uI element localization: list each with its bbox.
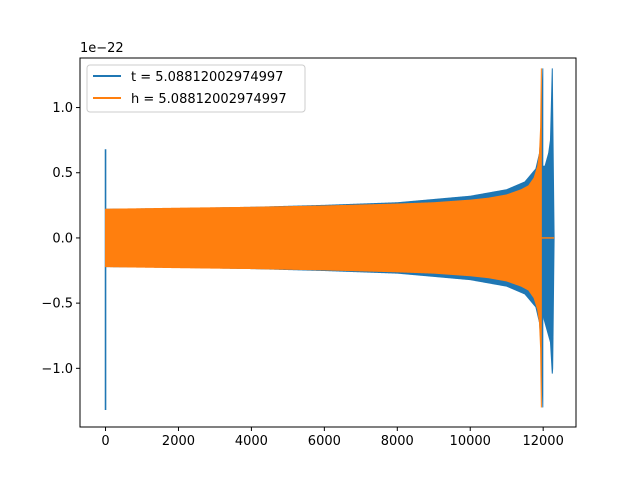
y-tick-label: −1.0 [41, 362, 73, 377]
legend-label: h = 5.08812002974997 [131, 92, 287, 107]
series-layer [104, 68, 555, 411]
x-tick-label: 4000 [235, 434, 268, 449]
y-tick-label: 1.0 [52, 101, 73, 116]
x-tick-label: 8000 [381, 434, 414, 449]
legend-label: t = 5.08812002974997 [131, 70, 283, 85]
x-tick-label: 12000 [522, 434, 563, 449]
x-tick-label: 6000 [308, 434, 341, 449]
legend: t = 5.08812002974997 h = 5.08812002974997 [86, 64, 306, 113]
x-tick-label: 0 [101, 434, 109, 449]
legend-box [86, 64, 306, 113]
y-tick-label: 0.5 [52, 166, 73, 181]
y-offset-text: 1e−22 [80, 41, 124, 56]
series-2-band [105, 68, 542, 408]
series-1-chirp-tail [542, 68, 555, 374]
x-tick-label: 2000 [162, 434, 195, 449]
y-tick-label: −0.5 [41, 297, 73, 312]
y-axis: −1.0 −0.5 0.0 0.5 1.0 [41, 101, 80, 377]
x-axis: 0 2000 4000 6000 8000 10000 12000 [101, 427, 564, 449]
y-tick-label: 0.0 [52, 231, 73, 246]
plot-area-frame [79, 57, 577, 428]
x-tick-label: 10000 [450, 434, 491, 449]
